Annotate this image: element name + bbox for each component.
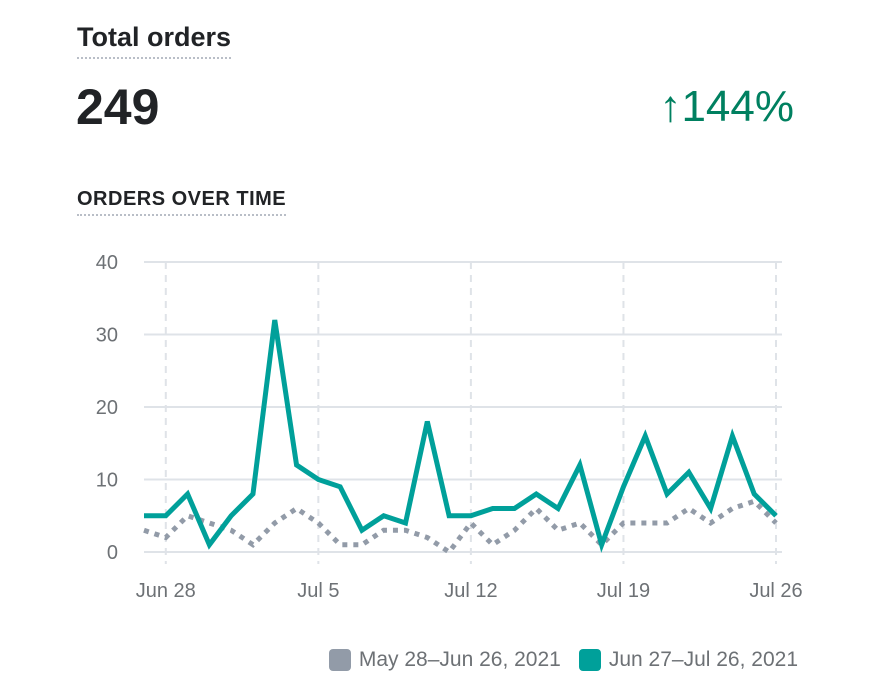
y-tick-label: 0 xyxy=(107,542,118,564)
y-tick-label: 40 xyxy=(96,252,118,274)
series-line-previous xyxy=(143,498,778,556)
total-orders-title[interactable]: Total orders xyxy=(77,22,232,59)
legend-swatch-current xyxy=(578,649,601,671)
legend-item-previous[interactable]: May 28–Jun 26, 2021 xyxy=(328,648,561,672)
chart-legend: May 28–Jun 26, 2021 Jun 27–Jul 26, 2021 xyxy=(328,648,798,672)
series-line-current xyxy=(144,319,778,553)
x-tick-label: Jun 28 xyxy=(136,580,196,602)
change-percent: 144% xyxy=(681,82,794,131)
y-tick-label: 30 xyxy=(96,325,118,347)
legend-swatch-previous xyxy=(328,649,351,671)
y-tick-label: 20 xyxy=(96,397,118,419)
change-indicator: ↑144% xyxy=(659,82,794,132)
legend-label-current: Jun 27–Jul 26, 2021 xyxy=(608,648,798,671)
x-tick-label: Jul 5 xyxy=(297,580,339,602)
y-tick-label: 10 xyxy=(96,470,118,492)
chart-title[interactable]: ORDERS OVER TIME xyxy=(77,188,287,216)
x-tick-label: Jul 19 xyxy=(597,580,650,602)
arrow-up-icon: ↑ xyxy=(659,82,682,131)
x-tick-label: Jul 26 xyxy=(749,580,802,602)
total-orders-value: 249 xyxy=(76,79,160,135)
legend-label-previous: May 28–Jun 26, 2021 xyxy=(358,648,561,671)
x-tick-label: Jul 12 xyxy=(444,580,497,602)
legend-item-current[interactable]: Jun 27–Jul 26, 2021 xyxy=(578,648,798,672)
